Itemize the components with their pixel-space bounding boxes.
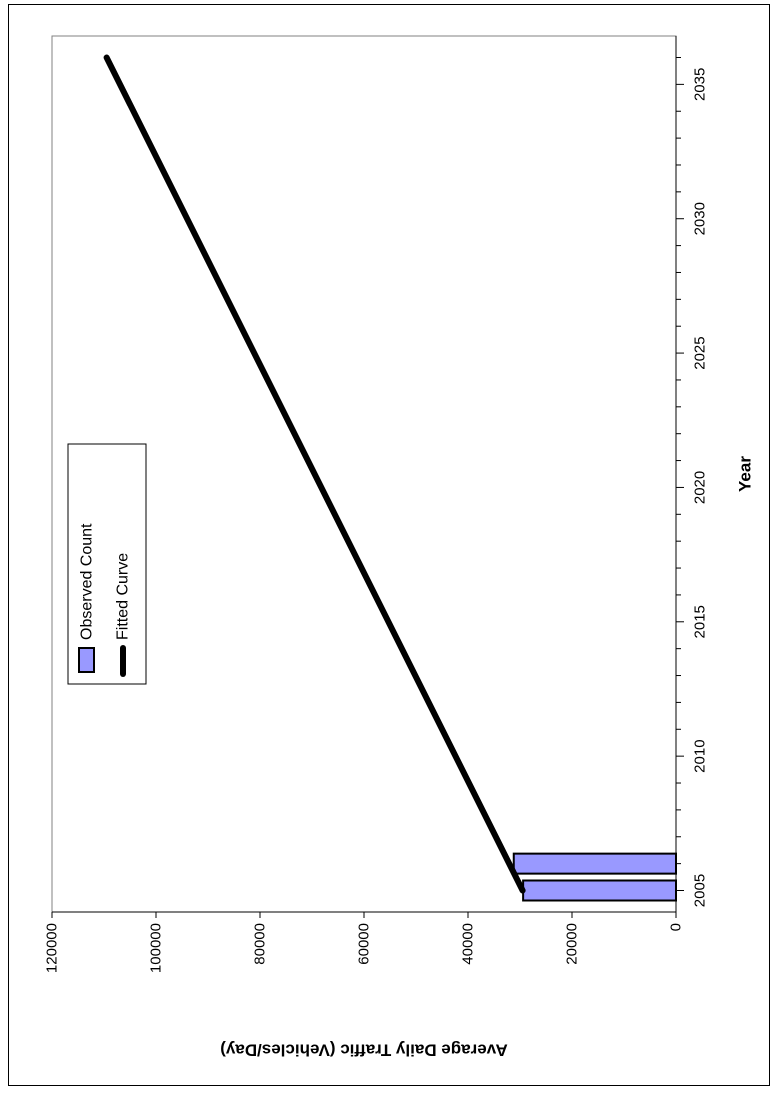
y-axis-title: Average Daily Traffic (Vehicles/Day) [220,1041,508,1060]
y-tick-label: 0 [668,923,685,931]
x-tick-label: 2005 [692,874,709,907]
fitted-curve-line [103,54,526,894]
legend-label-fitted: Fitted Curve [115,553,132,640]
x-axis: 2005 2010 2015 2020 2025 2030 2035 [675,36,709,912]
legend: Observed Count Fitted Curve [67,443,147,685]
observed-bar [512,852,678,875]
x-tick-label: 2020 [692,471,709,504]
x-tick-label: 2025 [692,336,709,369]
x-tick-label: 2010 [692,739,709,772]
y-tick-label: 60000 [356,923,373,965]
y-tick-label: 120000 [44,923,61,973]
chart-frame [8,4,770,1086]
y-tick-label: 100000 [148,923,165,973]
y-axis: 0 20000 40000 60000 80000 100000 120000 [44,911,685,973]
fitted-line [103,54,526,894]
x-tick-label: 2035 [692,68,709,101]
y-tick-label: 40000 [460,923,477,965]
x-axis-title: Year [736,456,755,492]
x-tick-label: 2030 [692,202,709,235]
axis-titles: Year Average Daily Traffic (Vehicles/Day) [220,456,754,1060]
legend-swatch-observed [78,647,95,673]
legend-label-observed: Observed Count [79,523,96,640]
x-tick-label: 2015 [692,605,709,638]
observed-bars [512,852,678,902]
y-tick-label: 20000 [564,923,581,965]
observed-bar [522,879,677,902]
y-tick-label: 80000 [252,923,269,965]
legend-box [67,443,147,685]
